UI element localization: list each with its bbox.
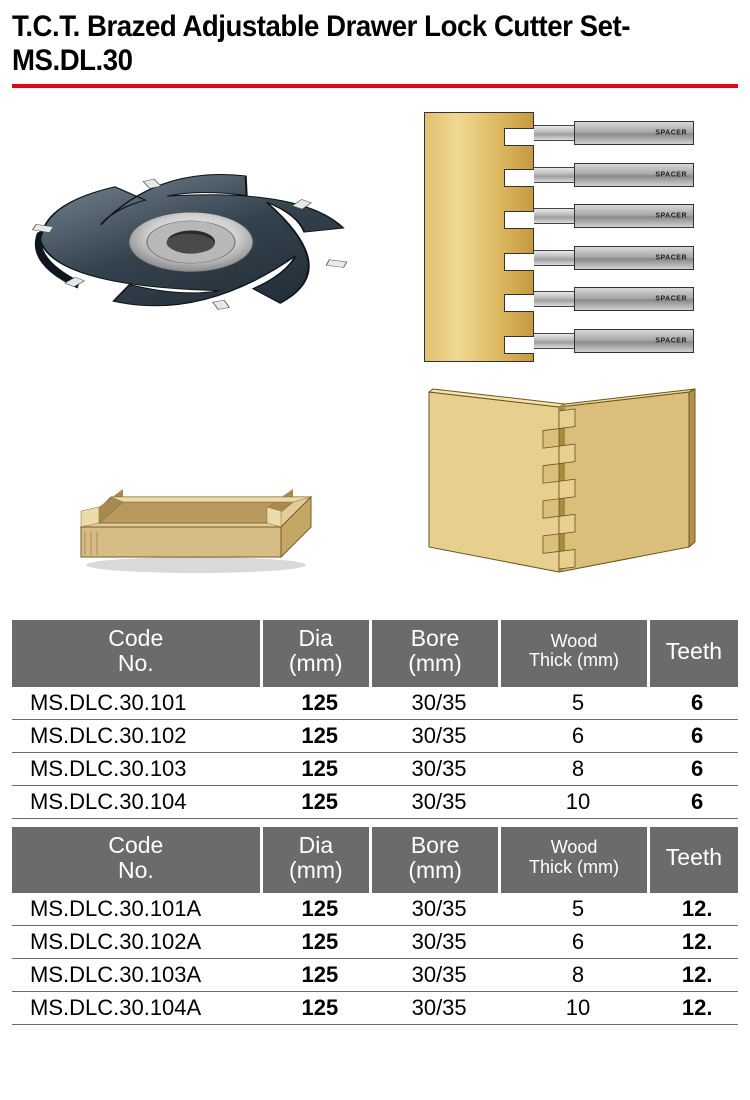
cell-thick: 8 xyxy=(500,752,649,785)
cell-code: MS.DLC.30.101A xyxy=(12,893,261,926)
table-row: MS.DLC.30.101A12530/35512. xyxy=(12,893,738,926)
cell-thick: 6 xyxy=(500,926,649,959)
spacer-label: SPACER xyxy=(655,171,687,178)
cell-code: MS.DLC.30.104A xyxy=(12,992,261,1025)
spacer-label: SPACER xyxy=(655,213,687,220)
spec-tables: CodeNo.Dia(mm)Bore(mm)WoodThick (mm)Teet… xyxy=(12,620,738,1025)
spacer-label: SPACER xyxy=(655,129,687,136)
cell-teeth: 12. xyxy=(648,992,738,1025)
column-header: Dia(mm) xyxy=(261,827,370,894)
spacer-label: SPACER xyxy=(655,338,687,345)
spacer-row: SPACER xyxy=(532,112,694,154)
cell-dia: 125 xyxy=(261,687,370,720)
cell-bore: 30/35 xyxy=(370,752,499,785)
table-row: MS.DLC.30.10412530/35106 xyxy=(12,785,738,818)
cell-dia: 125 xyxy=(261,752,370,785)
column-header: Teeth xyxy=(648,827,738,894)
cell-bore: 30/35 xyxy=(371,992,500,1025)
spacer-column: SPACER SPACER SPACER SPACER SPACER SPACER xyxy=(532,112,694,362)
spacer-label: SPACER xyxy=(655,254,687,261)
column-header: Teeth xyxy=(648,620,738,687)
finger-joint-icon xyxy=(419,387,699,597)
cell-teeth: 6 xyxy=(648,785,738,818)
cell-teeth: 6 xyxy=(648,719,738,752)
cell-thick: 5 xyxy=(500,893,649,926)
title-underline xyxy=(12,84,738,88)
column-header: Dia(mm) xyxy=(261,620,370,687)
cell-dia: 125 xyxy=(261,959,370,992)
spacer-row: SPACER xyxy=(532,320,694,362)
spacer-blade: SPACER xyxy=(574,329,694,353)
cell-dia: 125 xyxy=(261,926,370,959)
spacer-stack-illustration: SPACER SPACER SPACER SPACER SPACER SPACER xyxy=(380,102,738,372)
table-row: MS.DLC.30.102A12530/35612. xyxy=(12,926,738,959)
column-header: WoodThick (mm) xyxy=(500,620,649,687)
spacer-label: SPACER xyxy=(655,296,687,303)
column-header: Bore(mm) xyxy=(370,620,499,687)
table-row: MS.DLC.30.10312530/3586 xyxy=(12,752,738,785)
spacer-row: SPACER xyxy=(532,237,694,279)
cell-dia: 125 xyxy=(261,893,370,926)
page-title: T.C.T. Brazed Adjustable Drawer Lock Cut… xyxy=(12,10,680,84)
spindle-segment xyxy=(532,333,574,349)
cell-teeth: 6 xyxy=(648,752,738,785)
spacer-blade: SPACER xyxy=(574,287,694,311)
cell-code: MS.DLC.30.103 xyxy=(12,752,261,785)
cell-thick: 8 xyxy=(500,959,649,992)
spindle-segment xyxy=(532,291,574,307)
spacer-blade: SPACER xyxy=(574,163,694,187)
cell-code: MS.DLC.30.102A xyxy=(12,926,261,959)
spacer-row: SPACER xyxy=(532,279,694,321)
cell-dia: 125 xyxy=(261,719,370,752)
cell-thick: 5 xyxy=(500,687,649,720)
table-row: MS.DLC.30.10212530/3566 xyxy=(12,719,738,752)
cell-bore: 30/35 xyxy=(371,959,500,992)
table-row: MS.DLC.30.103A12530/35812. xyxy=(12,959,738,992)
spindle-segment xyxy=(532,125,574,141)
wood-slot-board xyxy=(424,112,534,362)
spindle-segment xyxy=(532,208,574,224)
cell-dia: 125 xyxy=(261,992,370,1025)
cell-bore: 30/35 xyxy=(370,785,499,818)
table-row: MS.DLC.30.10112530/3556 xyxy=(12,687,738,720)
cell-bore: 30/35 xyxy=(371,926,500,959)
spacer-blade: SPACER xyxy=(574,246,694,270)
finger-joint-illustration xyxy=(380,382,738,602)
cell-code: MS.DLC.30.103A xyxy=(12,959,261,992)
cell-thick: 10 xyxy=(500,992,649,1025)
cutter-icon xyxy=(21,117,361,357)
table-row: MS.DLC.30.104A12530/351012. xyxy=(12,992,738,1025)
spec-table: CodeNo.Dia(mm)Bore(mm)WoodThick (mm)Teet… xyxy=(12,620,738,819)
cell-code: MS.DLC.30.104 xyxy=(12,785,261,818)
cell-bore: 30/35 xyxy=(371,893,500,926)
cell-bore: 30/35 xyxy=(370,687,499,720)
spacer-blade: SPACER xyxy=(574,204,694,228)
page: T.C.T. Brazed Adjustable Drawer Lock Cut… xyxy=(0,0,750,1043)
drawer-box-icon xyxy=(51,407,331,577)
column-header: CodeNo. xyxy=(12,620,261,687)
spacer-row: SPACER xyxy=(532,154,694,196)
cell-thick: 6 xyxy=(500,719,649,752)
cell-thick: 10 xyxy=(500,785,649,818)
cell-bore: 30/35 xyxy=(370,719,499,752)
spindle-segment xyxy=(532,167,574,183)
cell-teeth: 6 xyxy=(648,687,738,720)
column-header: Bore(mm) xyxy=(371,827,500,894)
column-header: WoodThick (mm) xyxy=(500,827,649,894)
cutter-illustration xyxy=(12,102,370,372)
illustration-grid: SPACER SPACER SPACER SPACER SPACER SPACER xyxy=(12,102,738,602)
spacer-row: SPACER xyxy=(532,195,694,237)
spindle-segment xyxy=(532,250,574,266)
cell-teeth: 12. xyxy=(648,959,738,992)
cell-teeth: 12. xyxy=(648,926,738,959)
cell-dia: 125 xyxy=(261,785,370,818)
column-header: CodeNo. xyxy=(12,827,261,894)
cell-code: MS.DLC.30.101 xyxy=(12,687,261,720)
spacer-blade: SPACER xyxy=(574,121,694,145)
cell-teeth: 12. xyxy=(648,893,738,926)
drawer-box-illustration xyxy=(12,382,370,602)
spec-table: CodeNo.Dia(mm)Bore(mm)WoodThick (mm)Teet… xyxy=(12,827,738,1026)
cell-code: MS.DLC.30.102 xyxy=(12,719,261,752)
